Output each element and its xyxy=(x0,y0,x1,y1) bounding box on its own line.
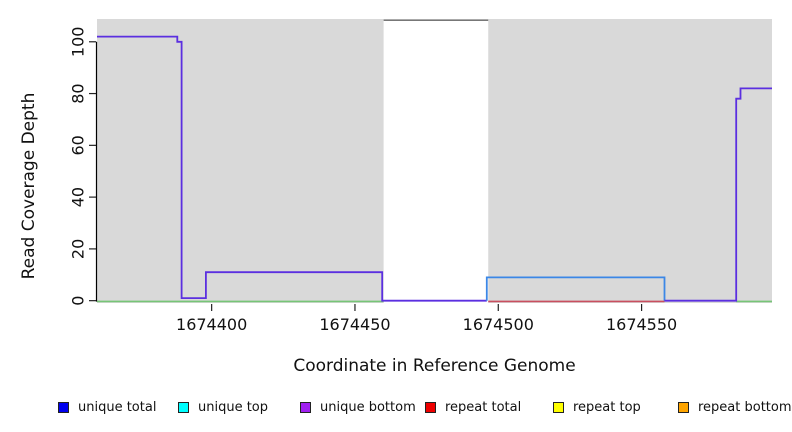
y-axis-title: Read Coverage Depth xyxy=(19,92,39,280)
legend-swatch-repeat-top xyxy=(553,401,564,413)
x-tick-label: 1674400 xyxy=(176,315,247,334)
x-axis-title: Coordinate in Reference Genome xyxy=(293,356,576,376)
legend-swatch-repeat-bottom xyxy=(678,401,689,413)
trace-unique-coverage-left xyxy=(97,35,487,302)
legend-swatch-repeat-total xyxy=(425,401,436,413)
trace-unique-coverage-mid xyxy=(485,276,666,301)
legend-item-repeat-bottom: repeat bottom xyxy=(678,398,792,416)
legend-label: repeat top xyxy=(573,399,641,415)
legend-swatch-unique-top xyxy=(178,401,189,413)
legend-item-repeat-total: repeat total xyxy=(425,398,521,416)
masked-region xyxy=(383,19,489,303)
legend-item-unique-top: unique top xyxy=(178,398,268,416)
legend-item-repeat-top: repeat top xyxy=(553,398,641,416)
x-tick-label: 1674550 xyxy=(606,315,677,334)
legend: unique total unique top unique bottom repea… xyxy=(0,398,792,422)
legend-label: repeat total xyxy=(445,399,522,415)
legend-swatch-unique-bottom xyxy=(300,401,311,413)
legend-label: repeat bottom xyxy=(698,399,792,415)
y-tick-label: 0 xyxy=(69,296,88,306)
x-tick-label: 1674450 xyxy=(319,315,390,334)
y-tick-label: 20 xyxy=(69,239,88,259)
y-tick-label: 100 xyxy=(69,27,88,58)
legend-label: unique total xyxy=(78,399,157,415)
y-tick-label: 60 xyxy=(69,135,88,155)
legend-item-unique-total: unique total xyxy=(58,398,156,416)
y-tick-label: 80 xyxy=(69,83,88,103)
legend-swatch-unique-total xyxy=(58,401,69,413)
legend-label: unique top xyxy=(198,399,269,415)
y-tick-label: 40 xyxy=(69,187,88,207)
legend-label: unique bottom xyxy=(320,399,416,415)
trace-unique-coverage-right xyxy=(664,87,772,302)
x-tick-label: 1674500 xyxy=(463,315,534,334)
legend-item-unique-bottom: unique bottom xyxy=(300,398,416,416)
